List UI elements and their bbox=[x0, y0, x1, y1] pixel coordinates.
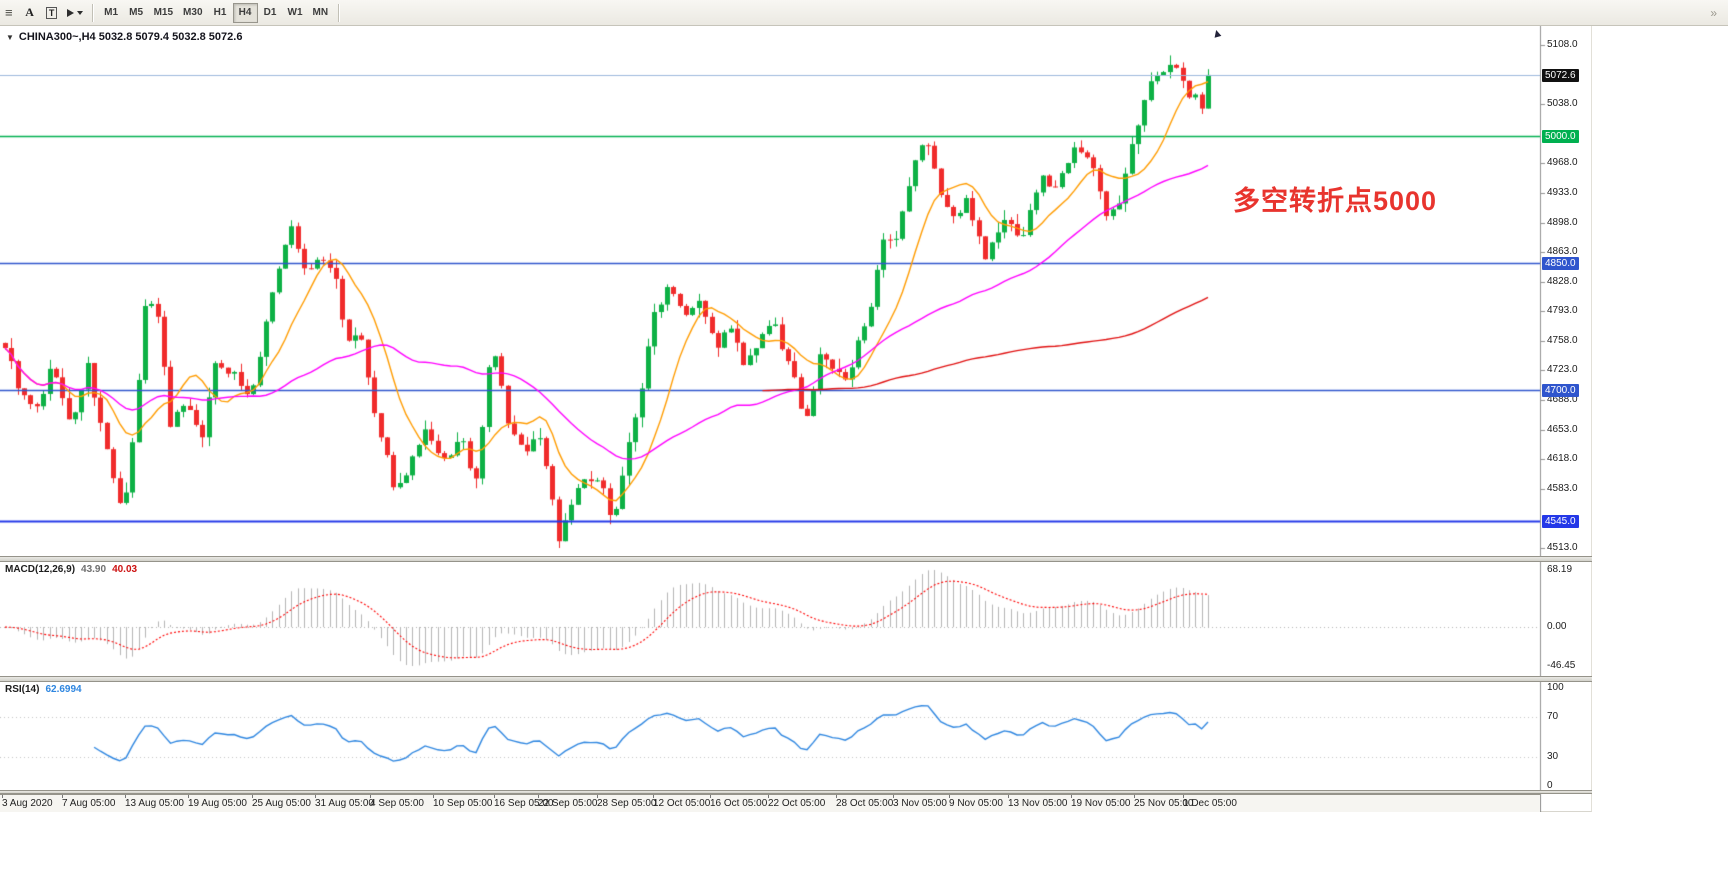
timeframe-h1-button[interactable]: H1 bbox=[208, 3, 233, 23]
time-axis-label: 31 Aug 05:00 bbox=[315, 795, 374, 809]
price-axis-label: 4968.0 bbox=[1547, 157, 1578, 168]
time-axis-label: 3 Nov 05:00 bbox=[893, 795, 947, 809]
price-axis-label: 4898.0 bbox=[1547, 217, 1578, 228]
price-axis-label: 4688.0 bbox=[1547, 394, 1578, 405]
price-axis-label: 4933.0 bbox=[1547, 187, 1578, 198]
timeframe-d1-button[interactable]: D1 bbox=[258, 3, 283, 23]
toolbar-separator bbox=[338, 3, 341, 22]
timeframe-mn-button[interactable]: MN bbox=[308, 3, 334, 23]
price-scale[interactable]: 5108.0 5038.0 4968.0 4933.0 4898.0 4863.0 4828… bbox=[1541, 26, 1591, 812]
time-axis-label: 28 Sep 05:00 bbox=[597, 795, 657, 809]
chart-header: ▼ CHINA300~,H4 5032.8 5079.4 5032.8 5072… bbox=[6, 31, 242, 43]
rsi-axis-label: 70 bbox=[1547, 711, 1559, 722]
text-t-icon: T bbox=[45, 6, 58, 19]
price-axis-label: 4793.0 bbox=[1547, 305, 1578, 316]
chart-annotation: 多空转折点5000 bbox=[1233, 186, 1438, 216]
panel-separator[interactable] bbox=[0, 790, 1592, 794]
toolbar-separator bbox=[91, 3, 94, 22]
arrow-tool-icon bbox=[66, 8, 74, 17]
time-axis-label: 22 Oct 05:00 bbox=[768, 795, 826, 809]
rsi-axis-label: 30 bbox=[1547, 751, 1559, 762]
time-axis-label: 25 Aug 05:00 bbox=[252, 795, 311, 809]
macd-axis-label: -46.45 bbox=[1547, 660, 1576, 671]
toolbar-grip-icon[interactable]: ≡ bbox=[5, 4, 13, 20]
time-axis-label: 16 Sep 05:00 bbox=[494, 795, 554, 809]
time-axis-label: 9 Nov 05:00 bbox=[949, 795, 1003, 809]
chart-window: ▼ CHINA300~,H4 5032.8 5079.4 5032.8 5072… bbox=[0, 25, 1592, 812]
level-price-label: 4850.0 bbox=[1542, 257, 1579, 270]
rsi-axis-label: 0 bbox=[1547, 780, 1553, 791]
time-axis-label: 7 Aug 05:00 bbox=[62, 795, 116, 809]
label-a-icon: A bbox=[25, 5, 34, 19]
rsi-value: 62.6994 bbox=[45, 684, 82, 695]
arrows-tool-button[interactable] bbox=[63, 3, 87, 23]
chevron-down-icon bbox=[76, 10, 83, 15]
time-axis-label: 25 Nov 05:00 bbox=[1134, 795, 1194, 809]
time-axis-label: 22 Sep 05:00 bbox=[538, 795, 598, 809]
text-label-tool-button[interactable]: A bbox=[19, 3, 41, 23]
timeframe-m1-button[interactable]: M1 bbox=[99, 3, 124, 23]
time-axis-label: 12 Oct 05:00 bbox=[653, 795, 711, 809]
timeframe-w1-button[interactable]: W1 bbox=[283, 3, 308, 23]
panel-separator[interactable] bbox=[0, 676, 1592, 682]
collapse-triangle-icon[interactable]: ▼ bbox=[6, 32, 14, 42]
time-axis-label: 10 Sep 05:00 bbox=[433, 795, 493, 809]
time-axis-label: 16 Oct 05:00 bbox=[710, 795, 768, 809]
price-axis-label: 5108.0 bbox=[1547, 39, 1578, 50]
price-axis-label: 4653.0 bbox=[1547, 424, 1578, 435]
toolbar-overflow-icon[interactable]: » bbox=[1710, 5, 1717, 20]
time-axis-label: 3 Aug 2020 bbox=[2, 795, 53, 809]
level-price-label: 4545.0 bbox=[1542, 515, 1579, 528]
level-price-label: 5000.0 bbox=[1542, 130, 1579, 143]
price-axis-label: 5038.0 bbox=[1547, 98, 1578, 109]
time-axis-label: 4 Sep 05:00 bbox=[370, 795, 424, 809]
rsi-axis-label: 100 bbox=[1547, 682, 1564, 693]
time-axis-label: 1 Dec 05:00 bbox=[1183, 795, 1237, 809]
price-axis-label: 4828.0 bbox=[1547, 276, 1578, 287]
rsi-indicator-label: RSI(14) 62.6994 bbox=[5, 684, 82, 695]
time-axis-label: 28 Oct 05:00 bbox=[836, 795, 894, 809]
text-tool-button[interactable]: T bbox=[41, 3, 63, 23]
price-axis-label: 4863.0 bbox=[1547, 246, 1578, 257]
price-chart-canvas[interactable] bbox=[0, 26, 1592, 812]
time-axis-label: 19 Nov 05:00 bbox=[1071, 795, 1131, 809]
price-axis-label: 4583.0 bbox=[1547, 483, 1578, 494]
rsi-name: RSI(14) bbox=[5, 684, 40, 695]
macd-name: MACD(12,26,9) bbox=[5, 564, 76, 575]
time-axis-label: 13 Aug 05:00 bbox=[125, 795, 184, 809]
current-price-label: 5072.6 bbox=[1542, 69, 1579, 82]
time-axis-label: 19 Aug 05:00 bbox=[188, 795, 247, 809]
timeframe-m30-button[interactable]: M30 bbox=[178, 3, 207, 23]
price-axis-label: 4758.0 bbox=[1547, 335, 1578, 346]
macd-signal-value: 40.03 bbox=[112, 564, 138, 575]
macd-main-value: 43.90 bbox=[81, 564, 107, 575]
level-price-label: 4700.0 bbox=[1542, 384, 1579, 397]
price-axis-label: 4513.0 bbox=[1547, 542, 1578, 553]
timeframe-h4-button[interactable]: H4 bbox=[232, 2, 258, 23]
macd-axis-label: 68.19 bbox=[1547, 564, 1573, 575]
charts-toolbar: ≡ A T M1 M5 M15 M30 H1 H4 D1 W1 MN » bbox=[0, 0, 1728, 26]
timeframe-m15-button[interactable]: M15 bbox=[149, 3, 178, 23]
time-axis-label: 13 Nov 05:00 bbox=[1008, 795, 1068, 809]
macd-axis-label: 0.00 bbox=[1547, 621, 1567, 632]
macd-indicator-label: MACD(12,26,9) 43.90 40.03 bbox=[5, 564, 137, 575]
symbol-ohlc-text: CHINA300~,H4 5032.8 5079.4 5032.8 5072.6 bbox=[18, 31, 243, 43]
timeframe-m5-button[interactable]: M5 bbox=[124, 3, 149, 23]
time-scale[interactable]: 3 Aug 2020 7 Aug 05:00 13 Aug 05:00 19 Aug … bbox=[0, 794, 1540, 812]
price-axis-label: 4618.0 bbox=[1547, 453, 1578, 464]
price-axis-label: 4723.0 bbox=[1547, 364, 1578, 375]
panel-separator[interactable] bbox=[0, 556, 1592, 562]
